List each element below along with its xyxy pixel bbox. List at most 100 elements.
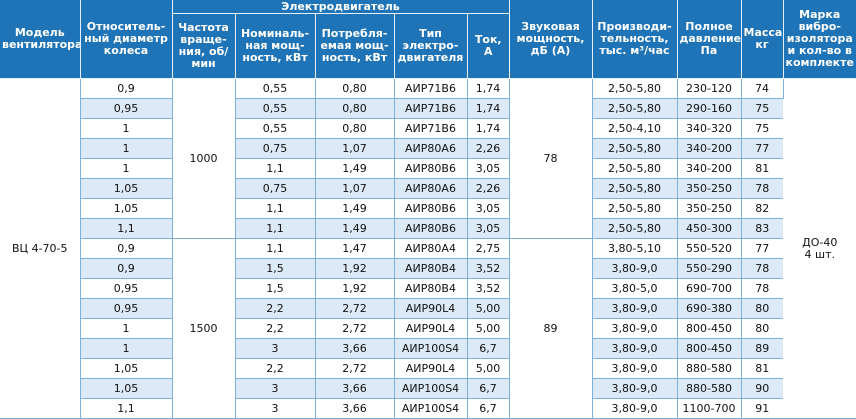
capacity-cell: 2,50-5,80 bbox=[592, 178, 678, 199]
motor-type-cell: АИР71В6 bbox=[394, 118, 468, 139]
table-row: 1 1,1 1,49 АИР80В6 3,05 2,50-5,80 340-20… bbox=[0, 158, 856, 179]
motor-type-cell: АИР90L4 bbox=[394, 298, 468, 319]
motor-type-cell: АИР90L4 bbox=[394, 318, 468, 339]
table-body: ВЦ 4-70-5 0,9 1000 0,55 0,80 АИР71В6 1,7… bbox=[0, 78, 856, 419]
motor-type-cell: АИР80В6 bbox=[394, 218, 468, 239]
table-row: 1 3 3,66 АИР100S4 6,7 3,80-9,0 800-450 8… bbox=[0, 338, 856, 359]
pressure-cell: 690-700 bbox=[677, 278, 742, 299]
power-consumed-cell: 1,49 bbox=[315, 158, 395, 179]
power-nominal-cell: 1,1 bbox=[235, 238, 316, 259]
power-nominal-cell: 0,75 bbox=[235, 178, 316, 199]
power-consumed-cell: 3,66 bbox=[315, 398, 395, 419]
current-cell: 6,7 bbox=[467, 338, 510, 359]
mass-cell: 80 bbox=[741, 318, 783, 339]
current-cell: 2,75 bbox=[467, 238, 510, 259]
table-row: 0,9 1500 1,1 1,47 АИР80А4 2,75 89 3,80-5… bbox=[0, 238, 856, 419]
motor-type-cell: АИР90L4 bbox=[394, 358, 468, 379]
pressure-cell: 800-450 bbox=[677, 318, 742, 339]
current-cell: 6,7 bbox=[467, 398, 510, 419]
pressure-cell: 340-200 bbox=[677, 158, 742, 179]
diameter-cell: 0,9 bbox=[80, 78, 173, 99]
header-power-nominal: Номиналь-ная мощ-ность, кВт bbox=[235, 13, 316, 79]
power-consumed-cell: 1,07 bbox=[315, 138, 395, 159]
pressure-cell: 1100-700 bbox=[677, 398, 742, 419]
current-cell: 3,52 bbox=[467, 278, 510, 299]
power-consumed-cell: 0,80 bbox=[315, 78, 395, 99]
power-nominal-cell: 1,1 bbox=[235, 218, 316, 239]
table-row: 1 0,75 1,07 АИР80А6 2,26 2,50-5,80 340-2… bbox=[0, 138, 856, 159]
isolator-cell: ДО-40 4 шт. bbox=[783, 78, 856, 419]
power-consumed-cell: 2,72 bbox=[315, 358, 395, 379]
power-consumed-cell: 1,47 bbox=[315, 238, 395, 259]
power-consumed-cell: 2,72 bbox=[315, 318, 395, 339]
diameter-cell: 1 bbox=[80, 158, 173, 179]
power-nominal-cell: 2,2 bbox=[235, 298, 316, 319]
pressure-cell: 880-580 bbox=[677, 358, 742, 379]
power-consumed-cell: 2,72 bbox=[315, 298, 395, 319]
power-consumed-cell: 1,92 bbox=[315, 278, 395, 299]
sound-cell: 78 bbox=[509, 78, 593, 239]
current-cell: 6,7 bbox=[467, 378, 510, 399]
diameter-cell: 1,05 bbox=[80, 178, 173, 199]
pressure-cell: 350-250 bbox=[677, 178, 742, 199]
motor-type-cell: АИР80А4 bbox=[394, 238, 468, 259]
pressure-cell: 690-380 bbox=[677, 298, 742, 319]
capacity-cell: 3,80-9,0 bbox=[592, 298, 678, 319]
mass-cell: 78 bbox=[741, 258, 783, 279]
rpm-cell: 1500 bbox=[172, 238, 236, 419]
capacity-cell: 3,80-9,0 bbox=[592, 398, 678, 419]
table-row: ВЦ 4-70-5 0,9 1000 0,55 0,80 АИР71В6 1,7… bbox=[0, 78, 856, 419]
header-rpm: Частота враще-ния, об/мин bbox=[172, 13, 236, 79]
table-row: 1,05 0,75 1,07 АИР80А6 2,26 2,50-5,80 35… bbox=[0, 178, 856, 199]
capacity-cell: 2,50-5,80 bbox=[592, 78, 678, 99]
diameter-cell: 0,9 bbox=[80, 238, 173, 259]
table-row: 0,9 1,5 1,92 АИР80В4 3,52 3,80-9,0 550-2… bbox=[0, 258, 856, 279]
diameter-cell: 1 bbox=[80, 338, 173, 359]
table-row: 1,05 2,2 2,72 АИР90L4 5,00 3,80-9,0 880-… bbox=[0, 358, 856, 379]
mass-cell: 90 bbox=[741, 378, 783, 399]
pressure-cell: 350-250 bbox=[677, 198, 742, 219]
motor-type-cell: АИР100S4 bbox=[394, 398, 468, 419]
diameter-cell: 1,05 bbox=[80, 358, 173, 379]
pressure-cell: 340-200 bbox=[677, 138, 742, 159]
motor-type-cell: АИР80В4 bbox=[394, 258, 468, 279]
motor-type-cell: АИР80А6 bbox=[394, 138, 468, 159]
diameter-cell: 1,1 bbox=[80, 398, 173, 419]
capacity-cell: 3,80-5,0 bbox=[592, 278, 678, 299]
diameter-cell: 1 bbox=[80, 118, 173, 139]
power-consumed-cell: 1,49 bbox=[315, 218, 395, 239]
motor-type-cell: АИР80В4 bbox=[394, 278, 468, 299]
current-cell: 3,52 bbox=[467, 258, 510, 279]
diameter-cell: 1 bbox=[80, 318, 173, 339]
pressure-cell: 450-300 bbox=[677, 218, 742, 239]
header-capacity: Производи-тельность, тыс. м³/час bbox=[592, 0, 678, 79]
motor-type-cell: АИР100S4 bbox=[394, 338, 468, 359]
power-consumed-cell: 0,80 bbox=[315, 118, 395, 139]
current-cell: 1,74 bbox=[467, 98, 510, 119]
header-model: Модель вентилятора bbox=[0, 0, 81, 79]
pressure-cell: 230-120 bbox=[677, 78, 742, 99]
power-consumed-cell: 0,80 bbox=[315, 98, 395, 119]
table-row: 1 2,2 2,72 АИР90L4 5,00 3,80-9,0 800-450… bbox=[0, 318, 856, 339]
pressure-cell: 290-160 bbox=[677, 98, 742, 119]
model-cell: ВЦ 4-70-5 bbox=[0, 78, 81, 419]
power-consumed-cell: 1,49 bbox=[315, 198, 395, 219]
power-consumed-cell: 3,66 bbox=[315, 338, 395, 359]
motor-type-cell: АИР80А6 bbox=[394, 178, 468, 199]
power-nominal-cell: 2,2 bbox=[235, 318, 316, 339]
capacity-cell: 3,80-9,0 bbox=[592, 338, 678, 359]
table-row: 1,1 3 3,66 АИР100S4 6,7 3,80-9,0 1100-70… bbox=[0, 398, 856, 419]
mass-cell: 74 bbox=[741, 78, 784, 99]
power-nominal-cell: 2,2 bbox=[235, 358, 316, 379]
header-motor-type: Тип электро-двигателя bbox=[394, 13, 468, 79]
rpm-cell: 1000 bbox=[172, 78, 236, 239]
mass-cell: 80 bbox=[741, 298, 783, 319]
diameter-cell: 0,9 bbox=[80, 258, 173, 279]
table-row: 0,95 2,2 2,72 АИР90L4 5,00 3,80-9,0 690-… bbox=[0, 298, 856, 319]
header-mass: Масса, кг bbox=[741, 0, 784, 79]
power-consumed-cell: 1,92 bbox=[315, 258, 395, 279]
diameter-cell: 0,95 bbox=[80, 278, 173, 299]
power-nominal-cell: 3 bbox=[235, 398, 316, 419]
mass-cell: 78 bbox=[741, 278, 783, 299]
